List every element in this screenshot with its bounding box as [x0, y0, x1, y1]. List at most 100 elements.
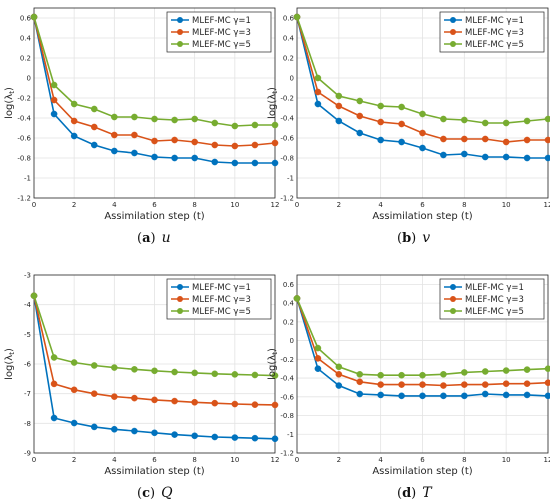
data-point [171, 136, 178, 144]
data-point [335, 382, 343, 389]
data-point [314, 365, 322, 372]
x-tick-label: 12 [271, 201, 280, 209]
data-point [90, 390, 98, 397]
data-point [356, 112, 364, 120]
y-tick-label: -9 [24, 450, 31, 458]
data-point [461, 135, 468, 143]
data-point [251, 401, 259, 408]
x-tick-label: 2 [337, 456, 341, 464]
chart-panel-4: 0 2 4 6 8 10 12 0.6 0.4 0.2 0 -0.2 -0.4 -0.6 -0.8 -1 -1.… [267, 274, 550, 500]
y-tick-label: -0.4 [280, 375, 294, 383]
data-point [50, 81, 58, 89]
legend-marker [177, 284, 183, 290]
data-point [461, 392, 468, 400]
data-point [231, 142, 239, 150]
data-point [251, 371, 259, 379]
data-point [293, 13, 301, 21]
data-point [377, 118, 384, 126]
legend-entry: MLEF-MC γ=3 [465, 295, 524, 305]
data-point [131, 131, 138, 139]
data-point [70, 419, 78, 427]
legend-marker [177, 29, 183, 35]
x-tick-label: 0 [295, 456, 299, 464]
x-tick-label: 6 [420, 456, 425, 464]
data-point [50, 96, 58, 104]
data-point [211, 158, 219, 166]
data-point [335, 117, 343, 125]
y-tick-label: -1 [287, 175, 294, 183]
data-point [502, 119, 510, 127]
data-point [356, 97, 364, 105]
data-point [398, 381, 405, 388]
y-tick-label: -5 [24, 331, 31, 339]
data-point [544, 154, 550, 162]
data-point [461, 150, 468, 158]
data-point [211, 399, 219, 407]
data-point [271, 435, 279, 443]
data-point [191, 115, 198, 123]
x-tick-label: 2 [72, 456, 76, 464]
y-tick-label: -0.8 [17, 155, 31, 163]
y-tick-label: -7 [24, 390, 31, 398]
data-point [377, 136, 384, 144]
data-point [356, 378, 364, 386]
x-tick-label: 0 [295, 201, 299, 209]
data-point [90, 423, 98, 431]
x-tick-label: 0 [32, 201, 36, 209]
data-point [191, 138, 198, 146]
data-point [50, 110, 58, 118]
data-point [398, 120, 405, 128]
y-tick-label: -1 [287, 431, 294, 439]
panel-caption: (a) u [137, 230, 171, 246]
data-point [523, 366, 531, 373]
y-tick-label: 0 [290, 75, 294, 83]
y-tick-label: -0.6 [17, 135, 31, 143]
data-point [191, 398, 198, 406]
data-point [231, 371, 239, 378]
data-point [356, 390, 364, 398]
data-point [271, 159, 279, 167]
data-point [398, 392, 405, 400]
data-point [111, 425, 118, 433]
data-point [502, 153, 510, 161]
data-point [90, 141, 98, 149]
plot-frame [33, 274, 276, 454]
data-point [90, 123, 98, 131]
data-point [523, 117, 531, 125]
data-point [293, 295, 301, 302]
data-point [461, 381, 468, 388]
y-tick-label: -0.8 [280, 412, 294, 420]
data-point [231, 122, 239, 130]
data-point [251, 434, 259, 442]
data-point [314, 88, 322, 96]
data-point [502, 367, 510, 374]
data-point [335, 371, 343, 378]
data-point [50, 380, 58, 388]
data-point [398, 138, 405, 146]
y-tick-label: -0.4 [17, 115, 31, 123]
data-point [151, 367, 158, 375]
data-point [251, 121, 259, 129]
panel-caption: (b) v [397, 230, 430, 246]
x-tick-label: 8 [192, 456, 196, 464]
y-axis-label: log(λt) [267, 348, 279, 380]
data-point [151, 137, 158, 145]
data-point [211, 370, 219, 378]
data-point [151, 153, 158, 161]
y-tick-label: 0.4 [283, 35, 295, 43]
x-tick-label: 4 [112, 456, 117, 464]
x-tick-label: 8 [462, 456, 466, 464]
data-point [70, 132, 78, 140]
plot-frame [296, 7, 549, 199]
legend-marker [177, 17, 183, 23]
legend-entry: MLEF-MC γ=3 [192, 28, 251, 38]
data-point [171, 397, 178, 405]
x-tick-label: 6 [152, 201, 157, 209]
y-tick-label: 0.4 [20, 35, 32, 43]
x-tick-label: 0 [32, 456, 36, 464]
legend: MLEF-MC γ=1 MLEF-MC γ=3 MLEF-MC γ=5 [439, 11, 545, 53]
data-point [544, 136, 550, 144]
legend-entry: MLEF-MC γ=1 [192, 16, 251, 26]
y-tick-label: -0.8 [280, 155, 294, 163]
legend-marker [450, 29, 456, 35]
